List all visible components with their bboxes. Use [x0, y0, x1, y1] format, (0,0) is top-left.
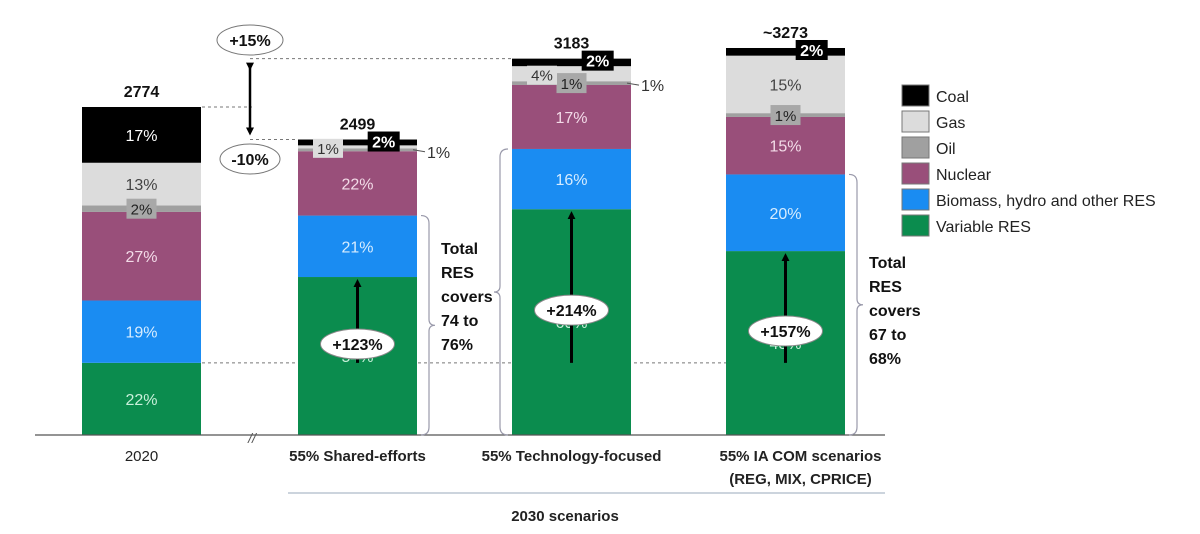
side-label: 1% [427, 145, 450, 162]
res-coverage-text: covers [869, 303, 921, 320]
bar-segment-coal [298, 139, 417, 146]
change-down-badge [219, 143, 281, 175]
category-label: 55% IA COM scenarios [719, 448, 881, 465]
data-label: 19% [125, 325, 157, 342]
data-label: 15% [769, 139, 801, 156]
axis-break-mark: // [247, 430, 258, 446]
legend-swatch [901, 84, 930, 107]
legend-label: Biomass, hydro and other RES [936, 193, 1156, 210]
growth-label: +214% [546, 303, 596, 320]
legend-swatch [901, 136, 930, 159]
res-coverage-text: Total [869, 255, 906, 272]
bar-segment-coal [726, 47, 845, 56]
label-box [581, 50, 614, 71]
data-label: 27% [125, 249, 157, 266]
bar-segment-gas [726, 55, 845, 114]
legend-swatch [901, 188, 930, 211]
growth-badge [534, 294, 609, 326]
growth-label: +157% [760, 324, 810, 341]
res-brace [493, 148, 509, 436]
res-coverage-text: Total [441, 241, 478, 258]
legend-swatch [901, 162, 930, 185]
bar-segment-coal [82, 107, 201, 163]
growth-badge [320, 328, 395, 360]
bar-segment-nuclear [512, 84, 631, 149]
data-label: 22% [125, 392, 157, 409]
data-label: 1% [561, 76, 583, 93]
category-label: 55% Technology-focused [482, 448, 662, 465]
res-coverage-text: RES [869, 279, 902, 296]
data-label: 17% [555, 110, 587, 127]
side-label: 1% [641, 78, 664, 95]
leader-line [626, 82, 640, 86]
res-brace [848, 173, 864, 436]
data-label: 2% [131, 202, 153, 219]
res-coverage-text: 74 to [441, 313, 479, 330]
label-box [795, 39, 828, 60]
category-label: (REG, MIX, CPRICE) [729, 471, 872, 488]
legend-label: Gas [936, 115, 965, 132]
res-coverage-text: 67 to [869, 327, 907, 344]
label-box [126, 198, 157, 219]
bar-segment-nuclear [298, 151, 417, 216]
growth-label: +123% [332, 337, 382, 354]
data-label: 20% [769, 206, 801, 223]
group-label: 2030 scenarios [511, 508, 619, 525]
bar-segment-nuclear [726, 116, 845, 175]
data-label: 15% [769, 77, 801, 94]
legend-swatch [901, 110, 930, 133]
bar-segment-variable-res [82, 362, 201, 435]
bar-segment-gas [298, 145, 417, 149]
bar-segment-biomass-hydro-and-other-res [82, 300, 201, 363]
legend-label: Coal [936, 89, 969, 106]
legend-swatch [901, 214, 930, 237]
data-label: 4% [531, 68, 553, 85]
data-label: 21% [341, 239, 373, 256]
label-box [770, 105, 801, 126]
legend-label: Nuclear [936, 167, 992, 184]
res-brace [420, 214, 436, 436]
label-box [313, 138, 343, 158]
data-label: 2% [372, 135, 395, 152]
leader-line [412, 149, 426, 153]
bar-segment-coal [512, 58, 631, 67]
res-coverage-text: RES [441, 265, 474, 282]
label-box [367, 131, 400, 152]
legend-label: Variable RES [936, 219, 1031, 236]
data-label: 16% [555, 172, 587, 189]
bar-segment-biomass-hydro-and-other-res [512, 148, 631, 210]
res-coverage-text: covers [441, 289, 493, 306]
label-box [527, 65, 557, 85]
total-label: ~3273 [763, 25, 808, 42]
change-up-badge [216, 24, 284, 56]
data-label: 2% [586, 54, 609, 71]
bar-segment-nuclear [82, 211, 201, 301]
category-label: 55% Shared-efforts [289, 448, 426, 465]
total-label: 3183 [554, 36, 590, 53]
change-up-label: +15% [229, 33, 270, 50]
data-label: 1% [775, 108, 797, 125]
total-label: 2499 [340, 117, 376, 134]
legend-label: Oil [936, 141, 956, 158]
label-box [556, 73, 587, 94]
data-label: 2% [800, 43, 823, 60]
bar-segment-oil [298, 148, 417, 152]
growth-badge [748, 315, 823, 347]
res-coverage-text: 68% [869, 351, 901, 368]
change-down-label: -10% [231, 152, 268, 169]
category-label: 2020 [125, 448, 158, 465]
bar-segment-biomass-hydro-and-other-res [726, 174, 845, 252]
data-label: 17% [125, 128, 157, 145]
res-coverage-text: 76% [441, 337, 473, 354]
data-label: 1% [317, 141, 339, 158]
bar-segment-gas [82, 162, 201, 206]
data-label: 22% [341, 176, 373, 193]
bar-segment-biomass-hydro-and-other-res [298, 215, 417, 278]
total-label: 2774 [124, 84, 160, 101]
data-label: 13% [125, 177, 157, 194]
